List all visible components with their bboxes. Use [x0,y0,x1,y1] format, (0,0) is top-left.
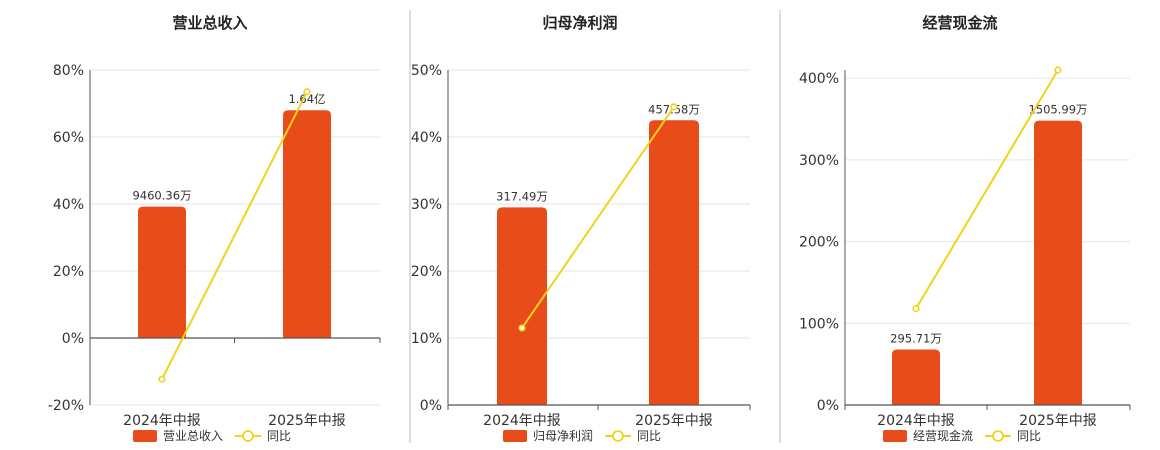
legend-bar-swatch [503,430,527,442]
y-tick-label: 20% [411,264,442,280]
y-tick-label: -20% [48,398,84,414]
chart-title: 经营现金流 [922,14,997,32]
yoy-point [303,88,311,96]
chart-title: 归母净利润 [542,14,617,32]
y-tick-label: 60% [53,130,84,146]
yoy-point [912,304,920,313]
bar [283,110,331,338]
yoy-line [521,106,675,329]
y-tick-label: 50% [411,63,442,79]
x-category-label: 2025年中报 [268,413,346,429]
x-category-label: 2024年中报 [877,413,955,429]
legend-line-marker [612,430,624,442]
bar [1034,120,1082,405]
y-tick-label: 30% [411,197,442,213]
legend-bar-swatch [883,430,907,442]
legend-line-label: 同比 [267,429,291,443]
bar [497,207,547,405]
yoy-line [161,91,308,380]
x-category-label: 2025年中报 [1019,413,1097,429]
bar [892,349,940,405]
y-tick-label: 0% [420,398,442,414]
y-tick-label: 10% [411,331,442,347]
legend-bar-swatch [133,430,157,442]
legend-line-marker [242,430,254,442]
bar-data-label: 317.49万 [496,189,548,203]
x-category-label: 2024年中报 [123,413,201,429]
x-category-label: 2025年中报 [635,413,713,429]
y-tick-label: 100% [799,316,839,332]
legend-bar-label: 归母净利润 [533,429,593,443]
y-tick-label: 400% [799,71,839,87]
y-tick-label: 200% [799,235,839,251]
bar-data-label: 1505.99万 [1028,103,1087,117]
bar [649,120,699,405]
bar-data-label: 9460.36万 [132,189,191,203]
legend-line-label: 同比 [637,429,661,443]
legend-bar-label: 经营现金流 [913,428,973,443]
bar-data-label: 1.64亿 [288,92,325,106]
y-tick-label: 300% [799,153,839,169]
yoy-point [518,324,526,332]
yoy-point [1054,66,1062,74]
legend-line-label: 同比 [1017,429,1041,443]
chart-title: 营业总收入 [172,14,247,32]
x-category-label: 2024年中报 [483,413,561,429]
y-tick-label: 40% [53,197,84,213]
legend-bar-label: 营业总收入 [163,429,223,443]
y-tick-label: 40% [411,130,442,146]
y-tick-label: 0% [817,398,839,414]
y-tick-label: 80% [53,63,84,79]
legend-line-marker [992,430,1004,442]
yoy-line [915,69,1059,310]
bar-data-label: 295.71万 [890,331,942,345]
bar [138,206,186,338]
y-tick-label: 0% [62,331,84,347]
yoy-point [158,375,166,383]
yoy-point [670,103,678,111]
y-tick-label: 20% [53,264,84,280]
